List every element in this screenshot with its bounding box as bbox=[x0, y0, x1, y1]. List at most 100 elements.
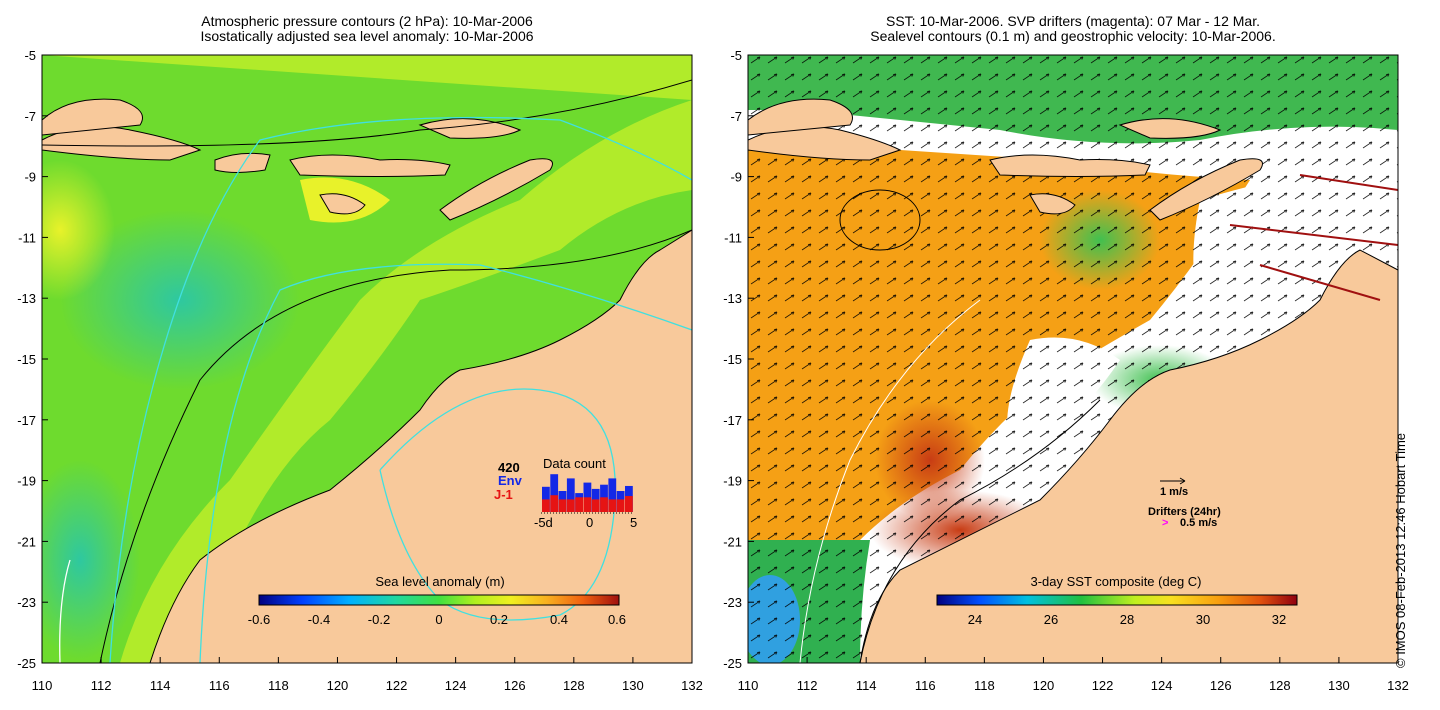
axis-label-5: 5 bbox=[630, 515, 637, 530]
right-title-line2: Sealevel contours (0.1 m) and geostrophi… bbox=[870, 28, 1276, 44]
sealevel-contour bbox=[799, 299, 981, 663]
zero-contour bbox=[59, 559, 71, 663]
sla-colorbar: Sea level anomaly (m) -0.6 -0.4 -0.2 0 0… bbox=[248, 574, 626, 627]
sst-tick-1: 24 bbox=[968, 612, 982, 627]
x-tick-label: 118 bbox=[974, 678, 995, 693]
x-tick-label: 122 bbox=[1092, 678, 1114, 693]
y-tick-label: -25 bbox=[723, 656, 742, 671]
sst-tick-5: 32 bbox=[1272, 612, 1286, 627]
left-title-line1: Atmospheric pressure contours (2 hPa): 1… bbox=[201, 13, 533, 29]
right-map bbox=[748, 55, 1398, 663]
j1-bar bbox=[583, 497, 592, 512]
isobath-contour-3 bbox=[379, 388, 616, 621]
x-tick-label: 120 bbox=[327, 678, 349, 693]
sla-low-region bbox=[60, 210, 300, 390]
j1-label: J-1 bbox=[494, 487, 513, 502]
y-tick-label: -11 bbox=[724, 230, 742, 245]
sla-colorbar-title: Sea level anomaly (m) bbox=[375, 574, 504, 589]
y-tick-label: -23 bbox=[17, 595, 36, 610]
y-tick-label: -5 bbox=[730, 48, 742, 63]
y-tick-label: -7 bbox=[730, 109, 742, 124]
y-tick-label: -7 bbox=[24, 109, 36, 124]
y-tick-label: -25 bbox=[17, 656, 36, 671]
sst-tick-4: 30 bbox=[1196, 612, 1210, 627]
imos-credit: © IMOS 08-Feb-2013 12:46 Hobart Time bbox=[1393, 432, 1408, 668]
x-tick-label: 126 bbox=[504, 678, 526, 693]
y-tick-label: -19 bbox=[723, 474, 742, 489]
y-tick-label: -13 bbox=[17, 291, 36, 306]
sulawesi-coast bbox=[418, 118, 522, 139]
sla-low-region-south bbox=[42, 460, 140, 660]
j1-bar bbox=[575, 497, 583, 512]
x-tick-label: 114 bbox=[150, 678, 171, 693]
j1-bar bbox=[542, 499, 550, 512]
y-tick-label: -17 bbox=[17, 413, 36, 428]
sla-tick-2: -0.4 bbox=[308, 612, 330, 627]
timor-island-sst bbox=[1149, 158, 1263, 221]
velocity-arrow-icon bbox=[1160, 477, 1186, 485]
j1-bar bbox=[625, 496, 633, 512]
sla-tick-3: -0.2 bbox=[368, 612, 390, 627]
sla-colorbar-ticks: -0.6 -0.4 -0.2 0 0.2 0.4 0.6 bbox=[248, 612, 626, 627]
data-count-total: 420 bbox=[498, 460, 520, 475]
y-tick-label: -23 bbox=[723, 595, 742, 610]
drifter-legend-title: Drifters (24hr) bbox=[1148, 506, 1221, 518]
x-tick-label: 132 bbox=[681, 678, 703, 693]
x-tick-label: 120 bbox=[1033, 678, 1055, 693]
env-bar bbox=[550, 474, 559, 512]
java-south-coast bbox=[42, 98, 143, 136]
sla-tick-6: 0.4 bbox=[550, 612, 568, 627]
y-tick-label: -21 bbox=[17, 534, 36, 549]
sst-colorbar-strip bbox=[936, 594, 1298, 606]
env-label: Env bbox=[498, 473, 523, 488]
sst-tick-3: 28 bbox=[1120, 612, 1134, 627]
sla-tick-5: 0.2 bbox=[490, 612, 508, 627]
x-tick-label: 116 bbox=[209, 678, 230, 693]
env-bar bbox=[608, 478, 617, 512]
x-tick-label: 130 bbox=[1328, 678, 1350, 693]
sst-colorbar: 3-day SST composite (deg C) 24 26 28 30 … bbox=[936, 574, 1298, 627]
y-tick-label: -15 bbox=[17, 352, 36, 367]
x-tick-label: 118 bbox=[268, 678, 289, 693]
j1-bar bbox=[550, 495, 559, 512]
y-tick-label: -9 bbox=[730, 170, 742, 185]
j1-bar bbox=[591, 499, 600, 512]
x-tick-label: 128 bbox=[563, 678, 585, 693]
x-tick-label: 126 bbox=[1210, 678, 1232, 693]
sla-tick-4: 0 bbox=[435, 612, 442, 627]
x-tick-label: 132 bbox=[1387, 678, 1409, 693]
x-tick-label: 112 bbox=[91, 678, 112, 693]
j1-bar bbox=[608, 499, 617, 512]
sla-high-region-west bbox=[42, 160, 115, 300]
sulawesi-coast-sst bbox=[1118, 118, 1222, 139]
x-tick-label: 112 bbox=[797, 678, 818, 693]
sla-tick-1: -0.6 bbox=[248, 612, 270, 627]
sealevel-eddy bbox=[839, 189, 921, 251]
x-tick-label: 110 bbox=[738, 678, 759, 693]
x-tick-label: 130 bbox=[622, 678, 644, 693]
drifter-speed-label: 0.5 m/s bbox=[1180, 517, 1217, 529]
x-tick-label: 110 bbox=[32, 678, 53, 693]
j1-bar bbox=[616, 499, 625, 512]
australia-landmass-sst bbox=[859, 249, 1398, 663]
y-tick-label: -9 bbox=[24, 170, 36, 185]
x-tick-label: 128 bbox=[1269, 678, 1291, 693]
axis-label-minus5d: -5d bbox=[534, 515, 553, 530]
left-map bbox=[42, 55, 692, 663]
isobath-contour-2 bbox=[199, 263, 692, 663]
y-tick-label: -13 bbox=[723, 291, 742, 306]
sla-high-region bbox=[42, 55, 692, 663]
bali-lombok bbox=[214, 152, 271, 173]
timor-island bbox=[439, 158, 553, 221]
x-tick-label: 114 bbox=[856, 678, 877, 693]
right-map-axes: 110 112 114 116 118 120 122 124 126 128 130 132 -5 -7… bbox=[723, 48, 1409, 693]
sumbawa-flores-sst bbox=[989, 154, 1151, 177]
velocity-scale-label: 1 m/s bbox=[1160, 486, 1188, 498]
sumba-island-sst bbox=[1029, 193, 1076, 215]
pressure-contour-2 bbox=[99, 229, 692, 663]
x-tick-label: 124 bbox=[445, 678, 467, 693]
y-tick-label: -15 bbox=[723, 352, 742, 367]
sumbawa-flores bbox=[289, 154, 451, 177]
left-title-line2: Isostatically adjusted sea level anomaly… bbox=[200, 28, 534, 44]
y-tick-label: -5 bbox=[24, 48, 36, 63]
